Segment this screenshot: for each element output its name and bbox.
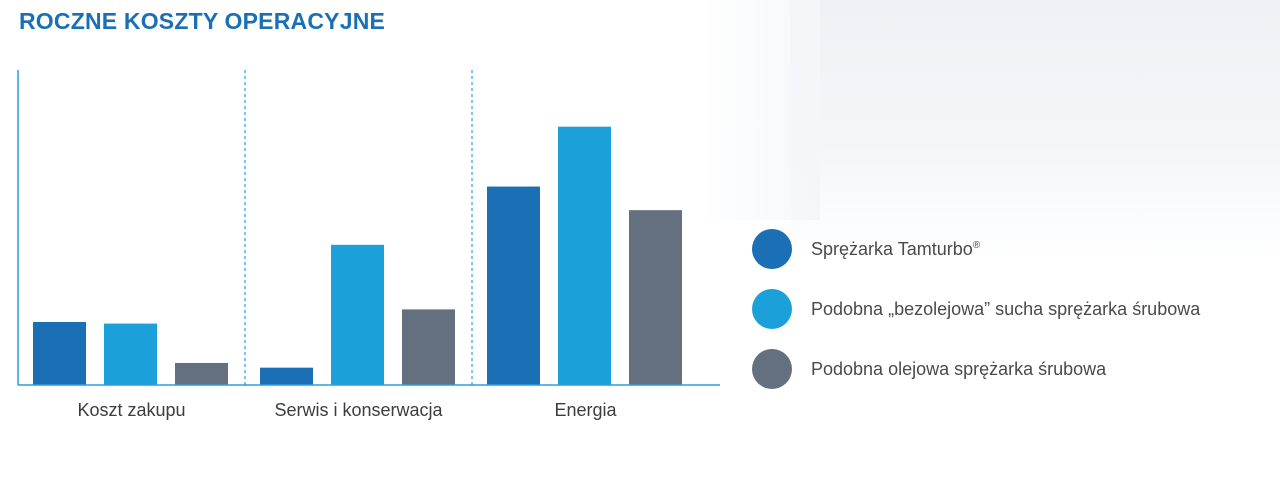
bar-2-1	[260, 367, 313, 385]
registered-mark: ®	[972, 240, 981, 251]
bar-chart: Koszt zakupu Serwis i konserwacja Energia	[17, 70, 720, 420]
bar-1-2	[104, 323, 157, 385]
background-wash	[790, 0, 1280, 260]
legend-swatch-tamturbo	[752, 229, 792, 269]
legend-label-oil-screw: Podobna olejowa sprężarka śrubowa	[811, 359, 1107, 379]
legend-swatch-oil-free-screw	[752, 289, 792, 329]
legend-swatch-oil-screw	[752, 349, 792, 389]
chart-title: ROCZNE KOSZTY OPERACYJNE	[19, 8, 386, 34]
x-tick-label-2: Serwis i konserwacja	[274, 400, 443, 420]
bar-3-1	[487, 186, 540, 385]
bar-2-3	[402, 309, 455, 385]
bar-3-2	[558, 126, 611, 385]
bar-2-2	[331, 244, 384, 385]
bar-1-1	[33, 322, 86, 385]
x-tick-label-3: Energia	[554, 400, 617, 420]
bar-3-3	[629, 210, 682, 385]
legend-label-oil-free-screw: Podobna „bezolejowa” sucha sprężarka śru…	[811, 299, 1201, 319]
background-wash-fade	[700, 0, 820, 220]
legend-label-tamturbo: Sprężarka Tamturbo®	[811, 239, 981, 259]
bar-1-3	[175, 362, 228, 385]
x-tick-label-1: Koszt zakupu	[77, 400, 185, 420]
